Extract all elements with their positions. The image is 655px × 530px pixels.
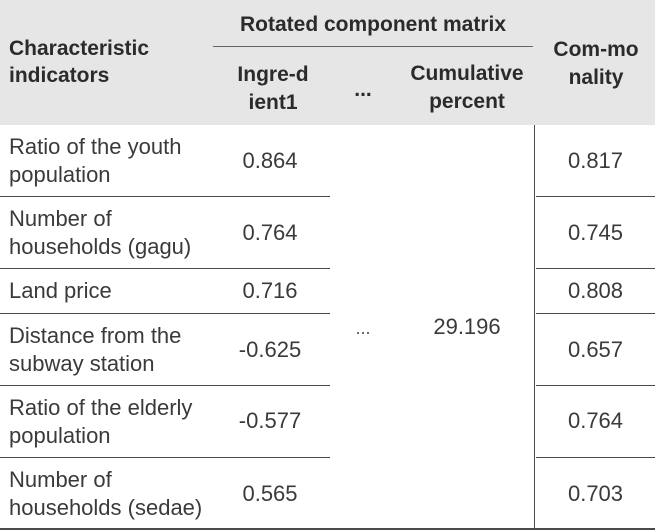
header-group-underline (213, 46, 533, 47)
row-1-ingredient: 0.864 (242, 148, 298, 173)
row-divider (536, 457, 655, 458)
row-1-indicator: Ratio of the youth population (9, 134, 182, 187)
row-divider (536, 196, 655, 197)
header-ellipsis: ... (340, 76, 386, 103)
header-cumulative-text: Cumulative percent (410, 62, 524, 113)
header-ingredient-text: Ingre-dient1 (237, 63, 309, 114)
row-5-indicator: Ratio of the elderly population (9, 395, 193, 448)
row-5-ingredient: -0.577 (238, 408, 302, 433)
row-6-commonality: 0.703 (567, 481, 624, 506)
header-ingredient1: Ingre-dient1 (228, 61, 318, 117)
table-bottom-border (0, 528, 655, 530)
header-group-text: Rotated component matrix (239, 13, 507, 36)
row-6-ingredient: 0.565 (242, 481, 298, 506)
header-characteristic-text: Characteristic indicators (9, 37, 150, 87)
row-divider (0, 268, 330, 269)
row-divider (0, 196, 330, 197)
row-2-ingredient: 0.764 (242, 220, 298, 245)
column-divider (534, 125, 535, 530)
merged-cumulative-percent: 29.196 (433, 314, 501, 339)
row-4-indicator: Distance from the subway station (9, 323, 182, 376)
row-6-indicator: Number of households (sedae) (9, 467, 203, 520)
table-header (0, 0, 655, 125)
header-commonality-text: Com-monality (553, 38, 639, 89)
row-divider (536, 268, 655, 269)
row-2-indicator: Number of households (gagu) (9, 206, 192, 259)
row-divider (0, 385, 330, 386)
merged-ellipsis: ... (355, 318, 371, 338)
header-rotated-component-matrix: Rotated component matrix (213, 11, 533, 38)
row-divider (0, 313, 330, 314)
row-3-commonality: 0.808 (567, 278, 624, 303)
row-divider (536, 385, 655, 386)
header-cumulative-percent: Cumulative percent (400, 60, 534, 116)
header-ellipsis-text: ... (354, 78, 372, 101)
row-1-commonality: 0.817 (567, 148, 624, 173)
row-3-ingredient: 0.716 (242, 278, 298, 303)
row-divider (536, 313, 655, 314)
row-divider (0, 457, 330, 458)
row-3-indicator: Land price (9, 278, 112, 303)
header-characteristic-indicators: Characteristic indicators (9, 35, 199, 89)
row-4-ingredient: -0.625 (238, 337, 302, 362)
row-5-commonality: 0.764 (567, 408, 624, 433)
row-4-commonality: 0.657 (567, 337, 624, 362)
header-commonality: Com-monality (540, 36, 652, 92)
row-2-commonality: 0.745 (567, 220, 624, 245)
